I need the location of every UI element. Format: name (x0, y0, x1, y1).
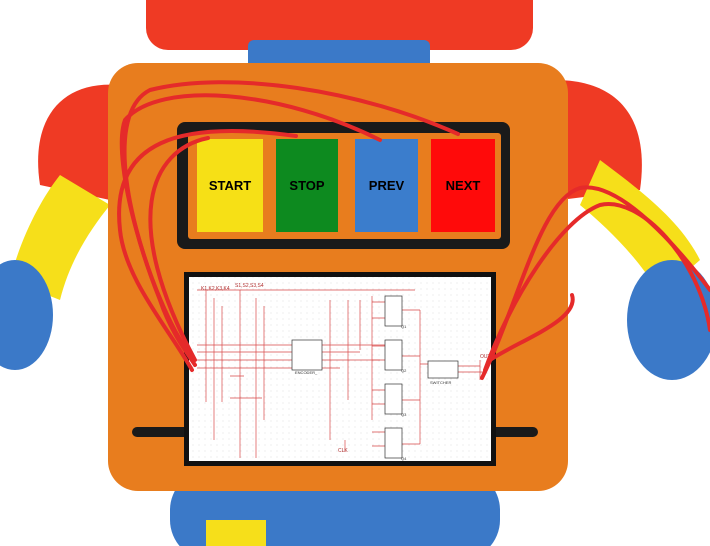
out-label: OUT (480, 354, 491, 360)
q3-label: Q3 (401, 412, 407, 417)
start-button[interactable]: START (197, 139, 263, 232)
left-shoulder (38, 84, 120, 200)
left-leg-stripe (206, 520, 266, 546)
switcher-label: SWITCHER (430, 380, 451, 385)
next-button[interactable]: NEXT (431, 139, 495, 232)
clk-label: CLK (338, 448, 348, 454)
left-hand (0, 260, 53, 370)
q1-label: Q1 (401, 324, 407, 329)
register-q2 (384, 339, 403, 371)
encoder-chip (291, 339, 323, 371)
register-q4 (384, 427, 403, 459)
register-q3 (384, 383, 403, 415)
robot-head (146, 0, 533, 50)
net-label-a: K1,K2,K3,K4 (201, 286, 230, 292)
encoder-label: ENCODER_ (295, 370, 318, 375)
prev-button[interactable]: PREV (355, 139, 418, 232)
net-label-b: S1,S2,S3,S4 (235, 283, 264, 289)
robot-neck (248, 40, 430, 70)
stop-button[interactable]: STOP (276, 139, 338, 232)
right-shoulder (555, 80, 642, 200)
q2-label: Q2 (401, 368, 407, 373)
q4-label: Q4 (401, 456, 407, 461)
switcher-chip (427, 360, 459, 379)
register-q1 (384, 295, 403, 327)
